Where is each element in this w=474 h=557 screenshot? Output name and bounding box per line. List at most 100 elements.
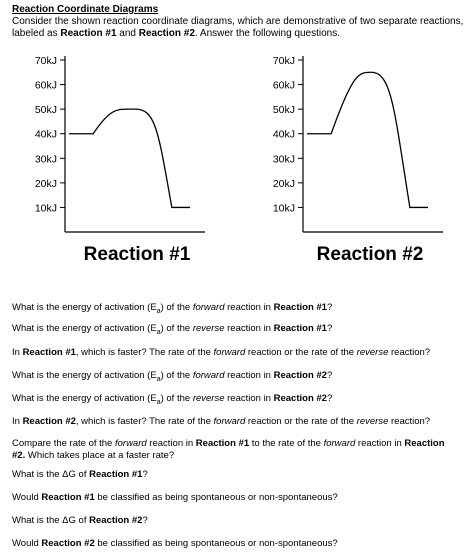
question-text: In xyxy=(12,347,23,358)
question-3: In Reaction #1, which is faster? The rat… xyxy=(12,347,467,359)
question-text: reaction in xyxy=(224,370,274,381)
reaction-1-diagram: 70kJ 60kJ 50kJ 40kJ 30kJ 20kJ 10kJ Reaction #1 xyxy=(12,48,222,265)
question-text: Reaction #1 xyxy=(273,323,327,334)
question-text: reaction in xyxy=(224,323,274,334)
intro-text: and xyxy=(116,28,139,39)
question-text: ) of the xyxy=(160,370,193,381)
question-text: reaction or the rate of the xyxy=(245,416,357,427)
instructions-header: Reaction Coordinate Diagrams Consider th… xyxy=(12,4,467,40)
question-text: What is the energy of activation (E xyxy=(12,370,157,381)
question-text: reaction in xyxy=(146,438,196,449)
intro-reaction-2: Reaction #2 xyxy=(138,28,195,39)
question-1: What is the energy of activation (Ea) of… xyxy=(12,302,467,315)
y-tick-label: 20kJ xyxy=(273,178,295,190)
question-11: Would Reaction #2 be classified as being… xyxy=(12,538,467,550)
question-text: ? xyxy=(142,469,148,480)
reaction-1-title: Reaction #1 xyxy=(83,244,191,265)
question-text: ? xyxy=(326,302,333,313)
question-text: forward xyxy=(114,438,147,449)
intro-text: labeled as xyxy=(12,28,61,39)
y-tick-label: 40kJ xyxy=(35,129,57,141)
question-text: Reaction #1 xyxy=(41,492,95,503)
question-text: Reaction #2 xyxy=(41,538,95,549)
y-tick-label: 60kJ xyxy=(35,80,57,92)
question-text: Reaction #2 xyxy=(22,416,76,427)
question-text: ? xyxy=(326,393,333,404)
question-text: forward xyxy=(213,416,246,427)
intro-text: . Answer the following questions. xyxy=(194,28,340,39)
question-text: forward xyxy=(323,438,356,449)
y-tick-label: 70kJ xyxy=(273,55,295,67)
question-8: What is the ΔG of Reaction #1? xyxy=(12,469,467,481)
question-text: to the rate of the xyxy=(249,438,324,449)
question-7: Compare the rate of the forward reaction… xyxy=(12,438,467,461)
question-text: ? xyxy=(326,323,333,334)
question-text: reaction? xyxy=(388,416,431,427)
question-2: What is the energy of activation (Ea) of… xyxy=(12,323,467,336)
question-text: ) of the xyxy=(160,393,193,404)
question-text: In xyxy=(12,416,23,427)
question-text: a xyxy=(156,375,161,383)
question-text: Reaction #2 xyxy=(89,515,143,526)
question-text: Would xyxy=(12,492,42,503)
question-text: reaction? xyxy=(388,347,431,358)
question-text: , which is faster? The rate of the xyxy=(75,347,214,358)
intro-reaction-1: Reaction #1 xyxy=(60,28,117,39)
intro-line-1: Consider the shown reaction coordinate d… xyxy=(12,16,464,27)
question-text: Would xyxy=(12,538,42,549)
question-text: ) of the xyxy=(160,323,193,334)
question-9: Would Reaction #1 be classified as being… xyxy=(12,492,467,504)
energy-curve xyxy=(69,108,190,209)
question-text: Reaction #1 xyxy=(22,347,76,358)
question-text: a xyxy=(156,328,161,336)
question-text: ) of the xyxy=(160,302,193,313)
question-text: reaction in xyxy=(224,302,274,313)
question-text: Which takes place at a faster rate? xyxy=(25,449,175,461)
question-text: Compare the rate of the xyxy=(12,438,115,449)
question-10: What is the ΔG of Reaction #2? xyxy=(12,515,467,527)
y-tick-label: 20kJ xyxy=(35,178,57,190)
reaction-2-plot: 70kJ 60kJ 50kJ 40kJ 30kJ 20kJ 10kJ xyxy=(273,55,443,233)
question-text: forward xyxy=(192,370,225,381)
question-text: be classified as being spontaneous or no… xyxy=(94,492,338,503)
y-tick-label: 60kJ xyxy=(273,80,295,92)
question-text: forward xyxy=(213,347,246,358)
y-tick-label: 10kJ xyxy=(273,202,295,214)
page-title: Reaction Coordinate Diagrams xyxy=(12,4,159,15)
y-tick-label: 10kJ xyxy=(35,202,57,214)
question-text: Reaction #1 xyxy=(195,438,250,449)
question-text: reverse xyxy=(356,347,389,358)
question-text: reverse xyxy=(356,416,389,427)
y-tick-label: 40kJ xyxy=(273,129,295,141)
question-6: In Reaction #2, which is faster? The rat… xyxy=(12,416,467,428)
question-text: Reaction xyxy=(404,438,445,449)
question-text: reaction in xyxy=(355,438,405,449)
question-text: What is the energy of activation (E xyxy=(12,393,157,404)
question-text: , which is faster? The rate of the xyxy=(75,416,214,427)
question-text: What is the energy of activation (E xyxy=(12,323,157,334)
question-text: forward xyxy=(192,302,225,313)
question-4: What is the energy of activation (Ea) of… xyxy=(12,370,467,383)
question-text: Reaction #1 xyxy=(273,302,327,313)
question-text: #2. xyxy=(12,449,26,461)
reaction-2-diagram: 70kJ 60kJ 50kJ 40kJ 30kJ 20kJ 10kJ Reaction #2 xyxy=(250,48,460,265)
question-text: ? xyxy=(326,370,333,381)
reaction-diagrams: 70kJ 60kJ 50kJ 40kJ 30kJ 20kJ 10kJ Reaction #1… xyxy=(0,48,474,273)
question-text: reaction in xyxy=(224,393,274,404)
question-text: a xyxy=(156,307,161,315)
question-text: reverse xyxy=(192,323,225,334)
question-text: reverse xyxy=(192,393,225,404)
intro-line-2: labeled as Reaction #1 and Reaction #2. … xyxy=(12,28,467,40)
question-5: What is the energy of activation (Ea) of… xyxy=(12,393,467,406)
question-text: What is the ΔG of xyxy=(12,515,90,526)
question-text: What is the ΔG of xyxy=(12,469,90,480)
y-tick-label: 50kJ xyxy=(273,104,295,116)
y-tick-label: 50kJ xyxy=(35,104,57,116)
question-text: Reaction #2 xyxy=(273,370,327,381)
question-text: Reaction #1 xyxy=(89,469,143,480)
y-tick-label: 30kJ xyxy=(273,153,295,165)
y-tick-label: 30kJ xyxy=(35,153,57,165)
y-tick-label: 70kJ xyxy=(35,55,57,67)
question-text: ? xyxy=(142,515,148,526)
question-text: be classified as being spontaneous or no… xyxy=(94,538,338,549)
